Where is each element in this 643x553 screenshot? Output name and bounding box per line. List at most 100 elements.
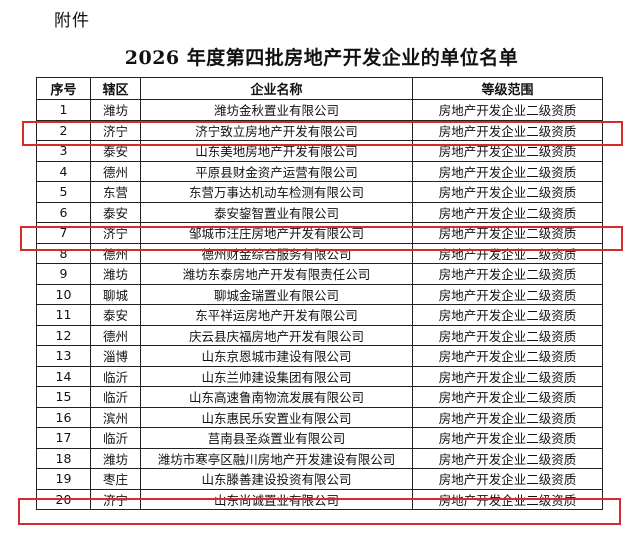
row-number: 13	[36, 345, 91, 367]
company-name-cell: 山东美地房地产开发有限公司	[140, 140, 413, 162]
table-row: 19 枣庄 山东滕善建设投资有限公司 房地产开发企业二级资质	[36, 468, 603, 490]
table-row: 4 德州 平原县财金资产运营有限公司 房地产开发企业二级资质	[36, 160, 603, 182]
attachment-label: 附件	[54, 11, 90, 31]
qualification-cell: 房地产开发企业二级资质	[412, 386, 603, 408]
row-number: 15	[36, 386, 91, 408]
qualification-cell: 房地产开发企业二级资质	[412, 222, 603, 244]
qualification-cell: 房地产开发企业二级资质	[412, 181, 603, 203]
district-cell: 东营	[90, 181, 141, 203]
table-row: 15 临沂 山东高速鲁南物流发展有限公司 房地产开发企业二级资质	[36, 386, 603, 408]
district-cell: 潍坊	[90, 447, 141, 469]
company-name-cell: 山东尚诚置业有限公司	[140, 488, 413, 510]
qualification-cell: 房地产开发企业二级资质	[412, 345, 603, 367]
qualification-cell: 房地产开发企业二级资质	[412, 427, 603, 449]
table-row: 17 临沂 莒南县圣焱置业有限公司 房地产开发企业二级资质	[36, 427, 603, 449]
district-cell: 枣庄	[90, 468, 141, 490]
qualification-cell: 房地产开发企业二级资质	[412, 324, 603, 346]
row-number: 11	[36, 304, 91, 326]
row-number: 6	[36, 201, 91, 223]
district-cell: 临沂	[90, 386, 141, 408]
company-name-cell: 济宁致立房地产开发有限公司	[140, 119, 413, 141]
company-name-cell: 山东惠民乐安置业有限公司	[140, 406, 413, 428]
district-cell: 德州	[90, 242, 141, 264]
row-number: 12	[36, 324, 91, 346]
row-number: 14	[36, 365, 91, 387]
column-header-level: 等级范围	[412, 77, 603, 100]
column-header-district: 辖区	[90, 77, 141, 100]
column-header-company: 企业名称	[140, 77, 413, 100]
qualification-cell: 房地产开发企业二级资质	[412, 304, 603, 326]
qualification-cell: 房地产开发企业二级资质	[412, 99, 603, 121]
qualification-cell: 房地产开发企业二级资质	[412, 201, 603, 223]
table-row: 12 德州 庆云县庆福房地产开发有限公司 房地产开发企业二级资质	[36, 324, 603, 346]
qualification-cell: 房地产开发企业二级资质	[412, 468, 603, 490]
row-number: 18	[36, 447, 91, 469]
district-cell: 德州	[90, 160, 141, 182]
company-name-cell: 莒南县圣焱置业有限公司	[140, 427, 413, 449]
district-cell: 淄博	[90, 345, 141, 367]
table-row: 16 滨州 山东惠民乐安置业有限公司 房地产开发企业二级资质	[36, 406, 603, 428]
district-cell: 滨州	[90, 406, 141, 428]
table-row: 2 济宁 济宁致立房地产开发有限公司 房地产开发企业二级资质	[36, 119, 603, 141]
district-cell: 聊城	[90, 283, 141, 305]
row-number: 20	[36, 488, 91, 510]
table-row: 8 德州 德州财金综合服务有限公司 房地产开发企业二级资质	[36, 242, 603, 264]
qualification-cell: 房地产开发企业二级资质	[412, 447, 603, 469]
table-header-row: 序号 辖区 企业名称 等级范围	[36, 77, 603, 100]
company-name-cell: 泰安鋆智置业有限公司	[140, 201, 413, 223]
company-name-cell: 潍坊金秋置业有限公司	[140, 99, 413, 121]
row-number: 17	[36, 427, 91, 449]
page-title: 2026 年度第四批房地产开发企业的单位名单	[124, 47, 519, 69]
table-row: 7 济宁 邹城市汪庄房地产开发有限公司 房地产开发企业二级资质	[36, 222, 603, 244]
row-number: 4	[36, 160, 91, 182]
district-cell: 济宁	[90, 222, 141, 244]
company-name-cell: 东平祥运房地产开发有限公司	[140, 304, 413, 326]
table-row: 18 潍坊 潍坊市寒亭区融川房地产开发建设有限公司 房地产开发企业二级资质	[36, 447, 603, 469]
qualification-cell: 房地产开发企业二级资质	[412, 488, 603, 510]
table-row: 9 潍坊 潍坊东泰房地产开发有限责任公司 房地产开发企业二级资质	[36, 263, 603, 285]
qualification-cell: 房地产开发企业二级资质	[412, 119, 603, 141]
company-name-cell: 德州财金综合服务有限公司	[140, 242, 413, 264]
company-name-cell: 山东京恩城市建设有限公司	[140, 345, 413, 367]
qualification-cell: 房地产开发企业二级资质	[412, 365, 603, 387]
qualification-cell: 房地产开发企业二级资质	[412, 406, 603, 428]
district-cell: 德州	[90, 324, 141, 346]
district-cell: 济宁	[90, 119, 141, 141]
company-name-cell: 邹城市汪庄房地产开发有限公司	[140, 222, 413, 244]
company-name-cell: 平原县财金资产运营有限公司	[140, 160, 413, 182]
company-name-cell: 聊城金瑞置业有限公司	[140, 283, 413, 305]
row-number: 16	[36, 406, 91, 428]
qualification-cell: 房地产开发企业二级资质	[412, 140, 603, 162]
row-number: 8	[36, 242, 91, 264]
qualification-cell: 房地产开发企业二级资质	[412, 160, 603, 182]
qualification-cell: 房地产开发企业二级资质	[412, 242, 603, 264]
row-number: 7	[36, 222, 91, 244]
district-cell: 临沂	[90, 427, 141, 449]
district-cell: 潍坊	[90, 99, 141, 121]
table-row: 5 东营 东营万事达机动车检测有限公司 房地产开发企业二级资质	[36, 181, 603, 203]
row-number: 3	[36, 140, 91, 162]
row-number: 1	[36, 99, 91, 121]
company-name-cell: 东营万事达机动车检测有限公司	[140, 181, 413, 203]
district-cell: 潍坊	[90, 263, 141, 285]
row-number: 10	[36, 283, 91, 305]
row-number: 9	[36, 263, 91, 285]
company-name-cell: 庆云县庆福房地产开发有限公司	[140, 324, 413, 346]
company-name-cell: 山东兰帅建设集团有限公司	[140, 365, 413, 387]
table-row: 20 济宁 山东尚诚置业有限公司 房地产开发企业二级资质	[36, 488, 603, 510]
district-cell: 济宁	[90, 488, 141, 510]
table-row: 14 临沂 山东兰帅建设集团有限公司 房地产开发企业二级资质	[36, 365, 603, 387]
row-number: 19	[36, 468, 91, 490]
row-number: 2	[36, 119, 91, 141]
qualification-cell: 房地产开发企业二级资质	[412, 283, 603, 305]
enterprise-table: 序号 辖区 企业名称 等级范围 1 潍坊 潍坊金秋置业有限公司 房地产开发企业二级资质…	[36, 77, 603, 510]
table-row: 6 泰安 泰安鋆智置业有限公司 房地产开发企业二级资质	[36, 201, 603, 223]
company-name-cell: 潍坊东泰房地产开发有限责任公司	[140, 263, 413, 285]
district-cell: 泰安	[90, 140, 141, 162]
district-cell: 泰安	[90, 304, 141, 326]
table-row: 13 淄博 山东京恩城市建设有限公司 房地产开发企业二级资质	[36, 345, 603, 367]
district-cell: 临沂	[90, 365, 141, 387]
table-row: 1 潍坊 潍坊金秋置业有限公司 房地产开发企业二级资质	[36, 99, 603, 121]
table-row: 3 泰安 山东美地房地产开发有限公司 房地产开发企业二级资质	[36, 140, 603, 162]
company-name-cell: 潍坊市寒亭区融川房地产开发建设有限公司	[140, 447, 413, 469]
